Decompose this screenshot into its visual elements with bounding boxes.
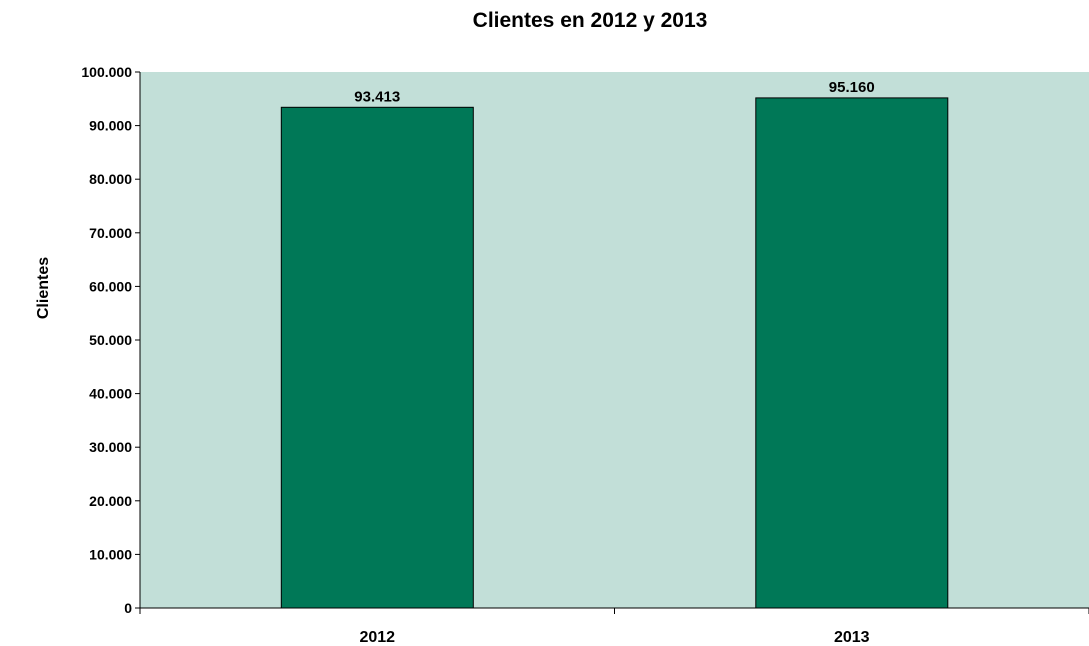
y-tick-label: 10.000 bbox=[89, 546, 132, 562]
bars-group: 93.413 95.160 bbox=[280, 79, 949, 609]
y-tick-label: 0 bbox=[124, 600, 132, 616]
bar-2013 bbox=[755, 97, 949, 609]
y-tick-label: 20.000 bbox=[89, 493, 132, 509]
bar-2012 bbox=[280, 106, 474, 609]
x-tick-label-2013: 2013 bbox=[834, 629, 870, 646]
y-tick-label: 50.000 bbox=[89, 332, 132, 348]
y-axis-label: Clientes bbox=[35, 257, 52, 319]
y-tick-label: 90.000 bbox=[89, 118, 132, 134]
data-label-2013: 95.160 bbox=[829, 79, 875, 96]
y-tick-label: 80.000 bbox=[89, 171, 132, 187]
y-tick-label: 60.000 bbox=[89, 278, 132, 294]
x-tick-label-2012: 2012 bbox=[359, 629, 395, 646]
data-label-2012: 93.413 bbox=[354, 88, 400, 105]
y-tick-label: 100.000 bbox=[81, 64, 132, 80]
y-tick-label: 70.000 bbox=[89, 225, 132, 241]
chart-title: Clientes en 2012 y 2013 bbox=[473, 9, 708, 32]
y-tick-label: 30.000 bbox=[89, 439, 132, 455]
axes-group: 2012 2013 0 10.000 20.000 30.000 40.000 50.000 6… bbox=[81, 64, 1089, 646]
y-tick-label: 40.000 bbox=[89, 386, 132, 402]
